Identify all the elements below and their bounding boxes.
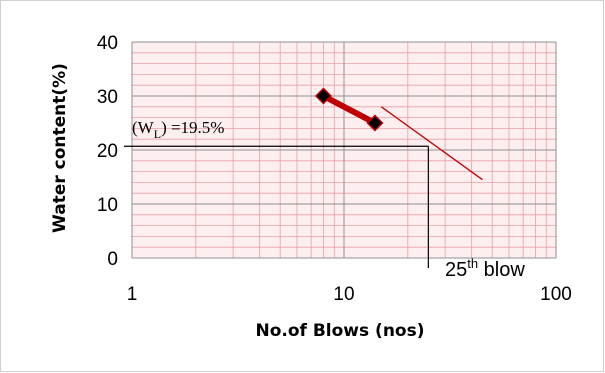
series-line <box>322 93 377 126</box>
x-tick-label: 10 <box>333 284 354 305</box>
y-tick-label: 0 <box>107 249 118 270</box>
data-point <box>314 87 333 105</box>
reference-lines <box>124 145 429 268</box>
y-tick-label: 20 <box>97 141 118 162</box>
blow-annotation: 25th blow <box>445 256 525 281</box>
y-tick-label: 10 <box>97 195 118 216</box>
data-point <box>366 114 384 132</box>
y-tick-label: 40 <box>97 33 118 54</box>
tick-labels: 0 10 20 30 40 1 10 100 <box>97 33 572 305</box>
y-axis-title: Water content(%) <box>50 63 70 233</box>
major-grid <box>131 41 557 259</box>
x-tick-label: 1 <box>127 284 138 305</box>
y-tick-label: 30 <box>97 87 118 108</box>
liquid-limit-annotation: (WL) =19.5% <box>132 118 224 141</box>
trendline <box>380 106 483 181</box>
x-tick-label: 100 <box>540 284 572 305</box>
x-axis-title: No.of Blows (nos) <box>255 321 424 341</box>
series <box>314 87 483 181</box>
